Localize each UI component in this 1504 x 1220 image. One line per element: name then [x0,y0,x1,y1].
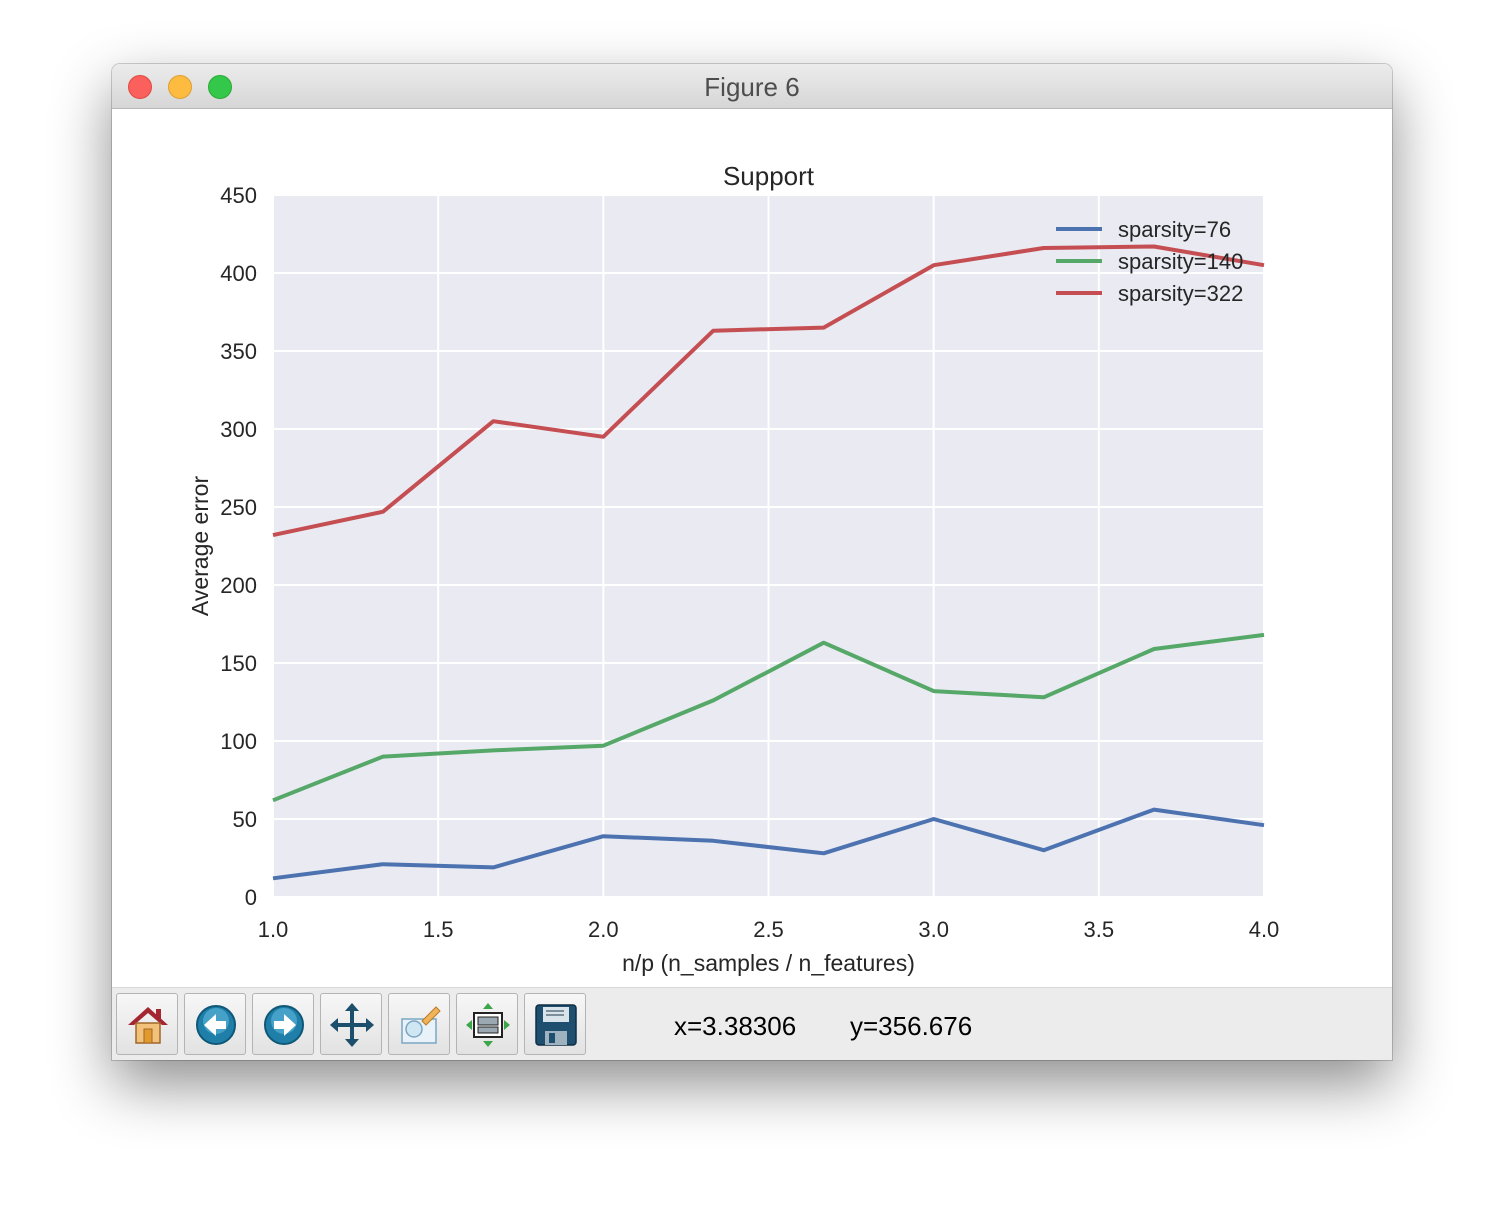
subplots-button[interactable] [456,993,518,1055]
line-chart: 0 50 100 150 200 250 300 350 400 450 1.0 1.5 2.0 2.5 3… [187,161,1280,976]
x-tick-label: 2.5 [753,917,784,942]
minimize-window-button[interactable] [168,75,192,99]
x-coordinate-readout: x=3.38306 [674,1011,797,1041]
close-window-button[interactable] [128,75,152,99]
x-tick-label: 4.0 [1249,917,1280,942]
title-bar: Figure 6 [112,64,1392,109]
y-tick-label: 350 [220,339,257,364]
y-tick-label: 300 [220,417,257,442]
legend-label: sparsity=140 [1118,249,1243,274]
move-icon [330,1003,374,1047]
legend-label: sparsity=322 [1118,281,1243,306]
y-tick-label: 450 [220,183,257,208]
series-line-3 [272,244,1265,538]
y-tick-label: 250 [220,495,257,520]
series-line-2 [272,632,1265,803]
chart-title: Support [723,161,815,191]
x-tick-label: 2.0 [588,917,619,942]
window-title: Figure 6 [704,72,800,102]
y-coordinate-readout: y=356.676 [850,1011,973,1041]
home-icon [128,1007,168,1044]
x-tick-label: 3.0 [918,917,949,942]
x-axis-label: n/p (n_samples / n_features) [622,950,915,976]
y-tick-label: 50 [233,807,257,832]
x-tick-label: 1.0 [258,917,289,942]
save-floppy-icon [535,1004,577,1046]
x-tick-label: 3.5 [1084,917,1115,942]
x-tick-label: 1.5 [423,917,454,942]
back-arrow-icon [196,1005,236,1045]
navigation-toolbar: x=3.38306 y=356.676 [112,987,1392,1060]
save-button[interactable] [524,993,586,1055]
figure-canvas[interactable]: 0 50 100 150 200 250 300 350 400 450 1.0 1.5 2.0 2.5 3… [112,109,1392,987]
home-button[interactable] [116,993,178,1055]
series-line-1 [272,807,1265,881]
maximize-window-button[interactable] [208,75,232,99]
y-tick-label: 0 [245,885,257,910]
back-button[interactable] [184,993,246,1055]
forward-button[interactable] [252,993,314,1055]
zoom-button[interactable] [388,993,450,1055]
y-tick-label: 150 [220,651,257,676]
legend-label: sparsity=76 [1118,217,1231,242]
y-axis-label: Average error [187,476,213,617]
y-tick-label: 100 [220,729,257,754]
forward-arrow-icon [264,1005,304,1045]
zoom-rect-icon [401,1006,441,1044]
subplots-config-icon [466,1003,510,1047]
pan-button[interactable] [320,993,382,1055]
y-tick-label: 400 [220,261,257,286]
y-tick-label: 200 [220,573,257,598]
figure-window: Figure 6 0 50 100 150 200 250 300 350 400 450 1.0 1… [112,64,1392,1060]
